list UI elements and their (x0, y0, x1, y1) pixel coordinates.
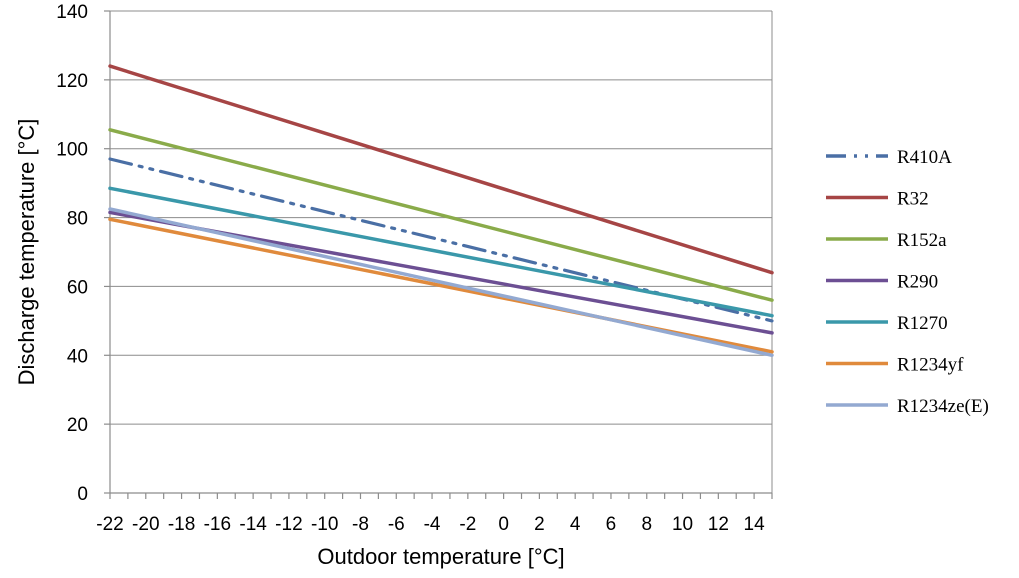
series-line-r1270 (108, 186, 774, 318)
x-tick-label-10: 10 (672, 514, 693, 535)
y-tick-label-20: 20 (67, 415, 88, 436)
y-tick-label-120: 120 (56, 71, 88, 92)
series-line-r32 (108, 64, 774, 275)
y-tick-labels: 0 20 40 60 80 100 120 140 (56, 2, 88, 505)
series-line-r1234ze-e- (108, 207, 774, 358)
x-tick-label-0: 0 (498, 514, 509, 535)
x-tick-label--14: -14 (239, 514, 267, 535)
legend-label-5: R1234yf (897, 355, 964, 376)
x-tick-label--22: -22 (96, 514, 123, 535)
x-tick-label--6: -6 (388, 514, 405, 535)
x-tick-label--8: -8 (352, 514, 369, 535)
x-tick-label-4: 4 (570, 514, 581, 535)
x-tick-label--18: -18 (168, 514, 195, 535)
x-tick-label-8: 8 (641, 514, 652, 535)
x-tick-label--12: -12 (275, 514, 302, 535)
series-line-r152a (108, 128, 774, 302)
y-tick-label-80: 80 (67, 209, 88, 230)
y-tick-label-140: 140 (56, 2, 88, 23)
x-tick-label--4: -4 (424, 514, 441, 535)
x-axis-title: Outdoor temperature [°C] (317, 544, 564, 569)
y-tick-label-40: 40 (67, 346, 88, 367)
x-tick-labels: -22 -20 -18 -16 -14 -12 -10 -8 -6 -4 -2 0 2 4 6 8 10 12 14 (96, 514, 765, 535)
x-tick-label-12: 12 (708, 514, 729, 535)
y-axis-title: Discharge temperature [°C] (14, 119, 39, 386)
legend-label-1: R32 (897, 189, 929, 210)
legend-label-4: R1270 (897, 313, 948, 334)
x-tick-label-14: 14 (744, 514, 766, 535)
x-tick-label--16: -16 (204, 514, 231, 535)
legend-label-6: R1234ze(E) (897, 396, 989, 417)
x-tick-label-6: 6 (606, 514, 617, 535)
grid-lines (104, 10, 773, 499)
x-tick-label-2: 2 (534, 514, 545, 535)
y-tick-label-0: 0 (77, 484, 88, 505)
legend-label-2: R152a (897, 230, 947, 251)
legend: R410A R32 R152a R290 R1270 R1234yf R1234ze(E) (826, 147, 989, 417)
series-lines (108, 64, 774, 358)
x-tick-label--10: -10 (311, 514, 338, 535)
legend-label-3: R290 (897, 272, 938, 293)
legend-label-0: R410A (897, 147, 952, 168)
x-tick-label--20: -20 (132, 514, 159, 535)
y-tick-label-60: 60 (67, 277, 88, 298)
y-tick-label-100: 100 (56, 140, 88, 161)
x-tick-label--2: -2 (459, 514, 476, 535)
series-line-r410a (108, 157, 774, 323)
